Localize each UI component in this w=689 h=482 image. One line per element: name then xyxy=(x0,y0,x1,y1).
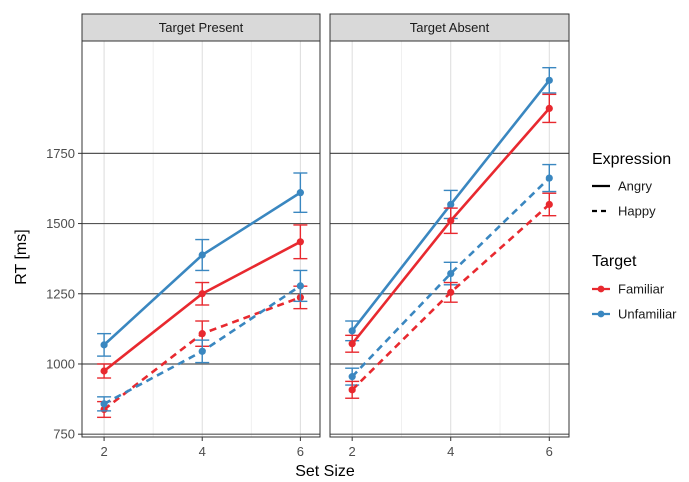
x-axes: 2 4 6 2 4 6 xyxy=(100,437,553,459)
y-axis-title: RT [ms] xyxy=(13,229,30,284)
legend-key-point xyxy=(597,285,605,293)
y-axis: 750 1000 1250 1500 1750 xyxy=(46,146,82,442)
data-point xyxy=(545,174,553,182)
data-point xyxy=(198,290,206,298)
x-tick-label: 6 xyxy=(297,444,304,459)
panel-strip xyxy=(329,13,570,42)
data-point xyxy=(198,330,206,338)
data-point xyxy=(545,200,553,209)
y-tick-label: 1000 xyxy=(46,356,75,371)
series-unfamiliar-happy xyxy=(345,163,557,386)
series-familiar-angry xyxy=(97,224,308,379)
panel-title: Target Present xyxy=(159,20,244,35)
series-familiar-angry xyxy=(345,93,557,353)
x-axis-title: Set Size xyxy=(295,463,355,480)
x-tick-label: 4 xyxy=(199,444,206,459)
x-tick-label: 6 xyxy=(546,444,553,459)
panel-2: Target Absent xyxy=(329,13,570,438)
panel-1: Target Present xyxy=(81,13,321,438)
legend-label: Familiar xyxy=(618,282,665,297)
legend-title-target: Target xyxy=(592,253,637,270)
series-unfamiliar-angry xyxy=(97,172,308,357)
data-point xyxy=(198,251,206,259)
x-tick-label: 4 xyxy=(447,444,454,459)
series-familiar-happy xyxy=(345,192,557,399)
data-point xyxy=(296,238,304,246)
data-point xyxy=(100,400,108,408)
series-unfamiliar-angry xyxy=(345,66,557,342)
y-tick-label: 750 xyxy=(53,427,75,442)
data-point xyxy=(296,282,304,290)
data-point xyxy=(545,104,553,113)
data-point xyxy=(545,76,553,84)
data-point xyxy=(348,373,356,381)
facet-panels: Target Present Target Absent xyxy=(81,13,570,438)
legend-key-point xyxy=(597,310,605,318)
legend-item-angry: Angry xyxy=(592,179,652,194)
legend-label: Angry xyxy=(618,179,652,194)
data-point xyxy=(447,217,455,225)
panel-title: Target Absent xyxy=(410,20,490,35)
legend: Expression Angry Happy Target Familiar Unfami… xyxy=(592,151,677,322)
series-unfamiliar-happy xyxy=(97,269,308,412)
panel-border xyxy=(81,40,321,438)
series-line xyxy=(351,177,551,378)
x-tick-label: 2 xyxy=(349,444,356,459)
data-point xyxy=(296,189,304,197)
legend-label: Unfamiliar xyxy=(618,307,677,322)
legend-label: Happy xyxy=(618,204,656,219)
legend-item-happy: Happy xyxy=(592,204,656,219)
y-tick-label: 1750 xyxy=(46,146,75,161)
data-point xyxy=(100,341,108,349)
data-point xyxy=(348,340,356,348)
legend-item-familiar: Familiar xyxy=(592,282,665,297)
data-point xyxy=(100,367,108,375)
data-point xyxy=(348,327,356,335)
legend-item-unfamiliar: Unfamiliar xyxy=(592,307,677,322)
legend-title-expression: Expression xyxy=(592,151,671,168)
data-point xyxy=(198,347,206,355)
series-familiar-happy xyxy=(97,285,308,419)
y-tick-label: 1500 xyxy=(46,216,75,231)
panel-strip xyxy=(81,13,321,42)
data-point xyxy=(348,386,356,394)
panel-border xyxy=(329,40,570,438)
data-point xyxy=(447,269,455,278)
data-point xyxy=(447,200,455,209)
x-tick-label: 2 xyxy=(100,444,107,459)
data-point xyxy=(447,288,455,296)
y-tick-label: 1250 xyxy=(46,286,75,301)
